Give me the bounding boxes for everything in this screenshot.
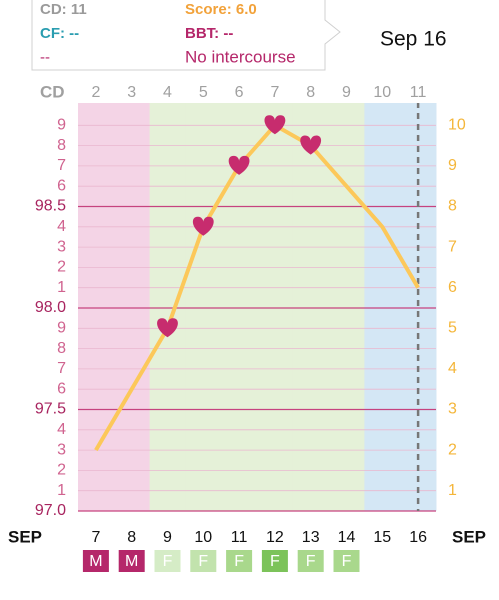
day-background (185, 100, 222, 511)
day-background (149, 100, 186, 511)
date-label: 10 (194, 529, 212, 546)
intercourse-heart (192, 216, 214, 236)
cycle-day-label: 2 (91, 84, 100, 101)
y-tick-label: 6 (57, 177, 66, 194)
date-label: 9 (163, 529, 172, 546)
y-tick-label: 3 (57, 441, 66, 458)
day-background (292, 100, 330, 511)
flow-box (333, 550, 360, 572)
y2-tick-label: 9 (448, 157, 457, 174)
date-label: 16 (409, 529, 427, 546)
y-tick-label: 1 (57, 279, 66, 296)
flow-label: F (163, 553, 173, 570)
flow-label: F (342, 553, 352, 570)
flow-box (226, 550, 253, 572)
y-tick-label: 97.5 (35, 401, 66, 418)
tooltip-score: Score: 6.0 (185, 1, 257, 18)
y2-tick-label: 6 (448, 279, 457, 296)
cycle-day-label: 3 (127, 84, 136, 101)
y-tick-label: 4 (57, 421, 66, 438)
intercourse-heart (300, 135, 322, 155)
score-line (94, 123, 420, 452)
flow-box (118, 550, 145, 572)
day-background (78, 100, 115, 511)
intercourse-heart (157, 318, 178, 338)
y-tick-label: 1 (57, 482, 66, 499)
date-label: 8 (127, 529, 136, 546)
cycle-day-label: 5 (199, 84, 208, 101)
date-label: 12 (266, 529, 284, 546)
flow-box (190, 550, 217, 572)
y-tick-label: 98.0 (35, 299, 66, 316)
date-label: 13 (302, 529, 320, 546)
tooltip-cervical: -- (40, 49, 50, 66)
tooltip-cd: CD: 11 (40, 1, 87, 18)
month-label-left: SEP (8, 527, 42, 546)
cycle-day-label: 4 (163, 84, 172, 101)
date-label: 7 (91, 529, 100, 546)
cd-label: CD (40, 82, 65, 101)
y2-tick-label: 10 (448, 117, 466, 134)
tooltip-box (31, 0, 341, 71)
y-tick-label: 2 (57, 259, 66, 276)
y2-tick-label: 1 (448, 482, 457, 499)
y-tick-label: 2 (57, 462, 66, 479)
day-background (113, 100, 151, 511)
flow-label: M (125, 553, 138, 570)
flow-box (297, 550, 324, 572)
cycle-day-label: 10 (373, 84, 391, 101)
flow-label: F (270, 553, 280, 570)
tooltip-intercourse: No intercourse (185, 47, 296, 66)
flow-label: F (198, 553, 208, 570)
y-tick-label: 98.5 (35, 198, 66, 215)
tooltip-bbt: BBT: -- (185, 25, 233, 42)
cycle-day-label: 11 (410, 84, 427, 101)
month-label-right: SEP (452, 527, 486, 546)
cycle-day-label: 7 (270, 84, 279, 101)
flow-label: F (234, 553, 244, 570)
day-background (364, 100, 401, 511)
y-tick-label: 9 (57, 117, 66, 134)
flow-box (261, 550, 288, 572)
y2-tick-label: 3 (448, 401, 457, 418)
date-label: 14 (338, 529, 356, 546)
y-tick-label: 4 (57, 218, 66, 235)
y-tick-label: 8 (57, 340, 66, 357)
y-tick-label: 7 (57, 157, 66, 174)
intercourse-heart (228, 155, 250, 175)
cycle-day-label: 6 (235, 84, 244, 101)
cycle-day-label: 9 (342, 84, 351, 101)
selected-date: Sep 16 (380, 28, 447, 51)
flow-label: F (306, 553, 316, 570)
y2-tick-label: 7 (448, 238, 457, 255)
date-label: 11 (231, 529, 248, 546)
y-tick-label: 7 (57, 360, 66, 377)
y-tick-label: 8 (57, 137, 66, 154)
y2-tick-label: 8 (448, 198, 457, 215)
cycle-day-label: 8 (306, 84, 315, 101)
intercourse-heart (264, 115, 286, 135)
y-tick-label: 97.0 (35, 502, 66, 519)
y-tick-label: 6 (57, 380, 66, 397)
y2-tick-label: 4 (448, 360, 457, 377)
day-background (328, 100, 365, 511)
y-tick-label: 3 (57, 238, 66, 255)
flow-label: M (89, 553, 102, 570)
y2-tick-label: 2 (448, 441, 457, 458)
y2-tick-label: 5 (448, 320, 457, 337)
day-background (257, 100, 294, 511)
flow-box (154, 550, 181, 572)
flow-box (82, 550, 109, 572)
tooltip-cf: CF: -- (40, 25, 79, 42)
y-tick-label: 9 (57, 320, 66, 337)
date-label: 15 (373, 529, 391, 546)
